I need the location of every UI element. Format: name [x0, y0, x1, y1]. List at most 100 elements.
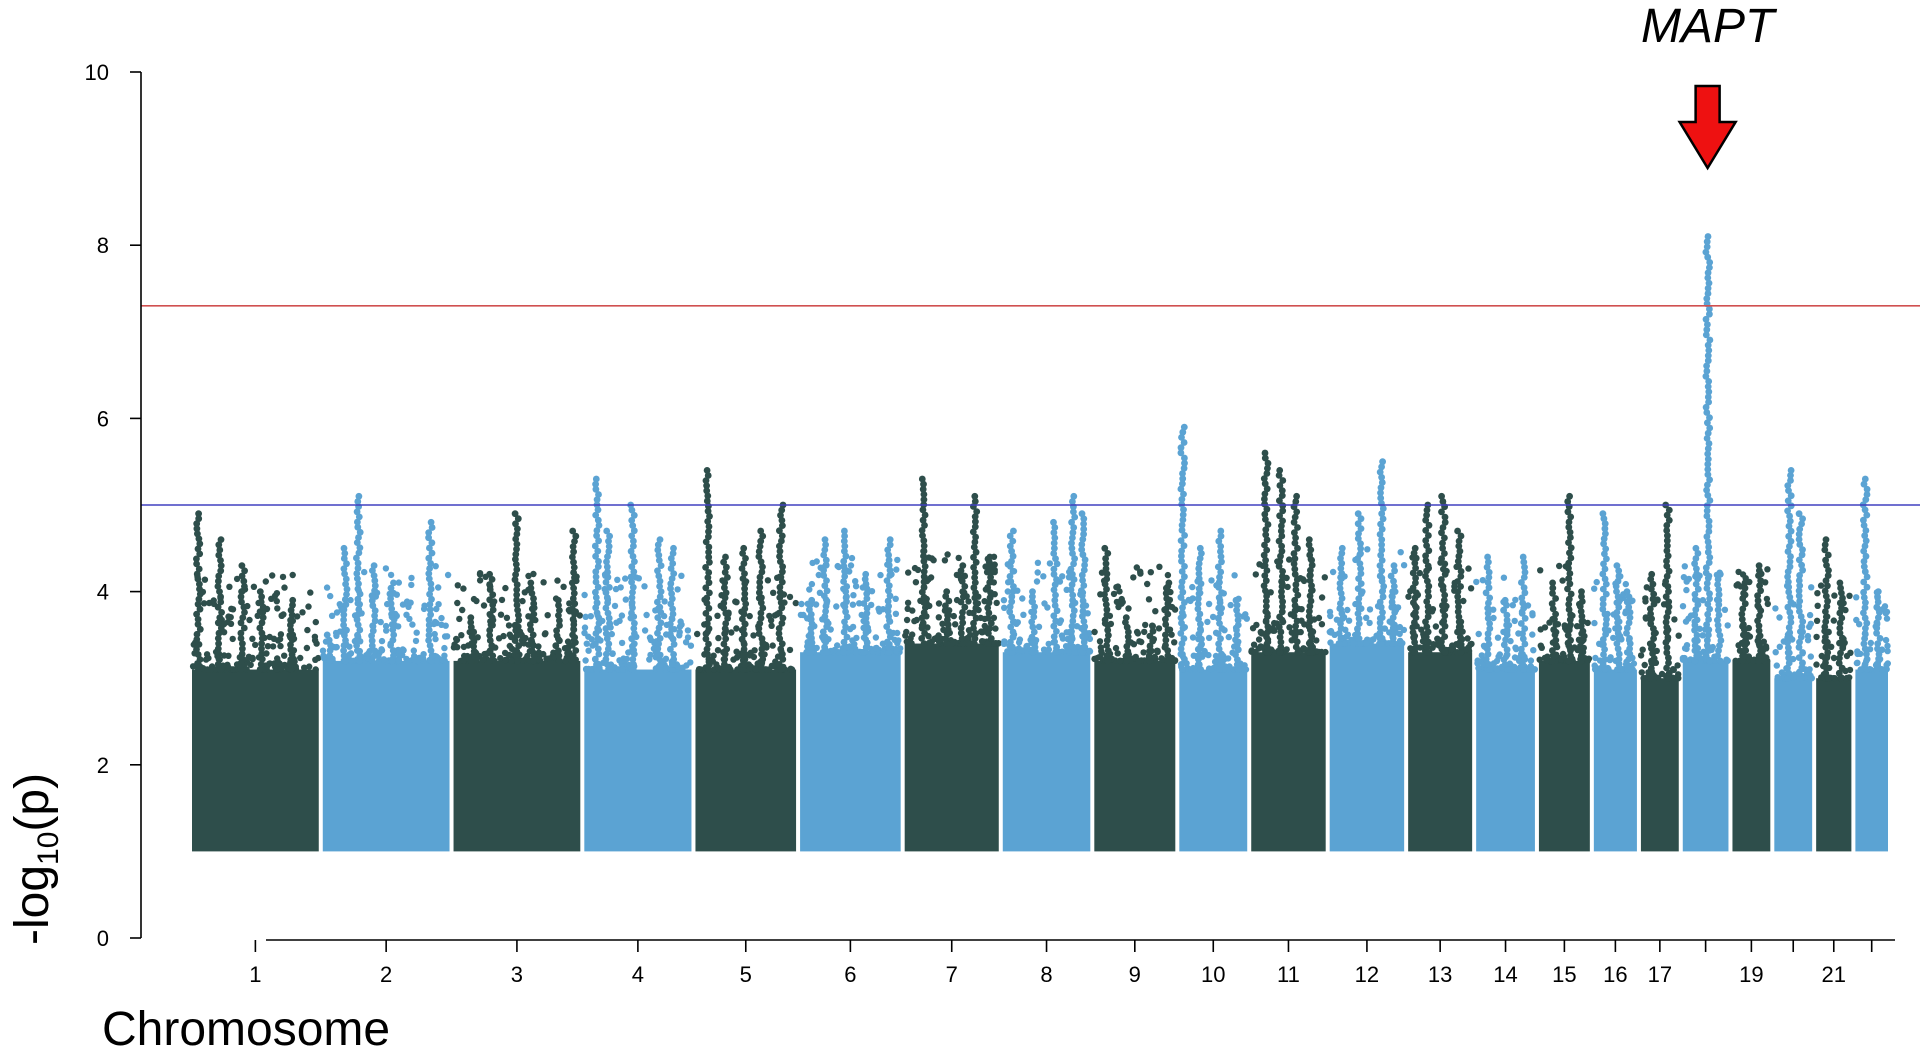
snp-point	[1141, 628, 1148, 636]
snp-point	[410, 647, 417, 654]
snp-point	[395, 657, 403, 664]
snp-point	[1000, 597, 1008, 604]
snp-point	[1059, 573, 1066, 580]
snp-point	[606, 532, 613, 540]
chromosome-4-points	[581, 475, 695, 852]
snp-point	[1724, 657, 1731, 664]
snp-point	[627, 614, 635, 622]
snp-point	[215, 650, 223, 658]
snp-point	[669, 635, 677, 643]
snp-point	[758, 635, 766, 643]
snp-point	[958, 635, 966, 642]
snp-point	[823, 648, 831, 656]
snp-point	[629, 666, 637, 673]
snp-point	[592, 573, 600, 581]
snp-point	[1326, 628, 1334, 636]
snp-point	[677, 618, 684, 625]
snp-point	[1683, 586, 1690, 594]
snp-point	[387, 641, 394, 649]
snp-point	[602, 578, 610, 586]
snp-point	[212, 666, 219, 673]
snp-point	[863, 639, 871, 646]
snp-point	[262, 578, 269, 585]
snp-point	[883, 577, 891, 584]
snp-point	[720, 599, 728, 607]
snp-point	[390, 631, 398, 639]
snp-point	[1207, 666, 1214, 673]
snp-point	[606, 584, 613, 591]
snp-point	[986, 594, 994, 602]
snp-point	[426, 544, 433, 552]
snp-point	[764, 577, 772, 584]
snp-point	[821, 582, 829, 590]
y-tick-label: 4	[97, 580, 109, 605]
snp-point	[583, 640, 590, 647]
snp-point	[987, 619, 995, 627]
snp-point	[877, 571, 884, 579]
snp-point	[240, 624, 248, 632]
snp-point	[602, 625, 610, 632]
x-axis-label: Chromosome	[102, 1003, 390, 1050]
snp-point	[592, 640, 599, 648]
snp-point	[1096, 638, 1104, 645]
snp-point	[340, 647, 347, 654]
snp-point	[1592, 654, 1599, 662]
snp-point	[1045, 640, 1052, 648]
snp-point	[425, 529, 433, 536]
snp-point	[258, 629, 266, 637]
snp-point	[840, 578, 847, 585]
snp-point	[721, 579, 729, 586]
snp-point	[705, 625, 713, 633]
snp-point	[527, 636, 535, 644]
snp-point	[1438, 492, 1445, 500]
snp-point	[654, 546, 662, 554]
snp-point	[941, 557, 949, 564]
snp-point	[909, 631, 916, 638]
snp-point	[756, 620, 764, 627]
snp-point	[427, 611, 434, 619]
snp-point	[777, 558, 784, 565]
snp-point	[984, 604, 992, 612]
snp-point	[476, 577, 484, 584]
snp-point	[1861, 475, 1869, 483]
snp-point	[1501, 596, 1509, 604]
snp-point	[585, 647, 592, 654]
snp-point	[562, 657, 569, 665]
snp-point	[1881, 603, 1889, 610]
snp-point	[678, 572, 685, 579]
snp-point	[525, 572, 532, 580]
snp-point	[527, 584, 535, 592]
snp-point	[683, 662, 690, 669]
snp-point	[958, 614, 966, 621]
snp-point	[325, 636, 333, 644]
snp-point	[627, 573, 635, 581]
snp-point	[921, 521, 928, 529]
snp-point	[972, 604, 980, 612]
snp-point	[603, 558, 610, 566]
y-tick-label: 2	[97, 753, 109, 778]
snp-point	[412, 637, 420, 645]
snp-point	[369, 627, 377, 635]
snp-point	[1153, 647, 1161, 654]
snp-point	[501, 649, 509, 657]
snp-point	[842, 588, 850, 595]
snp-point	[935, 614, 942, 621]
snp-point	[289, 596, 297, 604]
snp-point	[918, 527, 926, 534]
snp-point	[474, 634, 481, 641]
snp-point	[1114, 650, 1121, 657]
snp-point	[1529, 610, 1536, 617]
snp-point	[312, 666, 319, 673]
x-tick-label: 19	[1739, 962, 1763, 987]
snp-point	[623, 655, 631, 663]
snp-point	[194, 575, 202, 583]
snp-point	[1078, 510, 1086, 518]
snp-point	[886, 566, 894, 574]
snp-point	[1329, 568, 1337, 576]
snp-point	[353, 508, 361, 516]
snp-point	[342, 601, 350, 608]
snp-point	[741, 585, 748, 593]
snp-point	[740, 560, 748, 567]
snp-point	[266, 660, 274, 667]
snp-point	[606, 620, 613, 627]
